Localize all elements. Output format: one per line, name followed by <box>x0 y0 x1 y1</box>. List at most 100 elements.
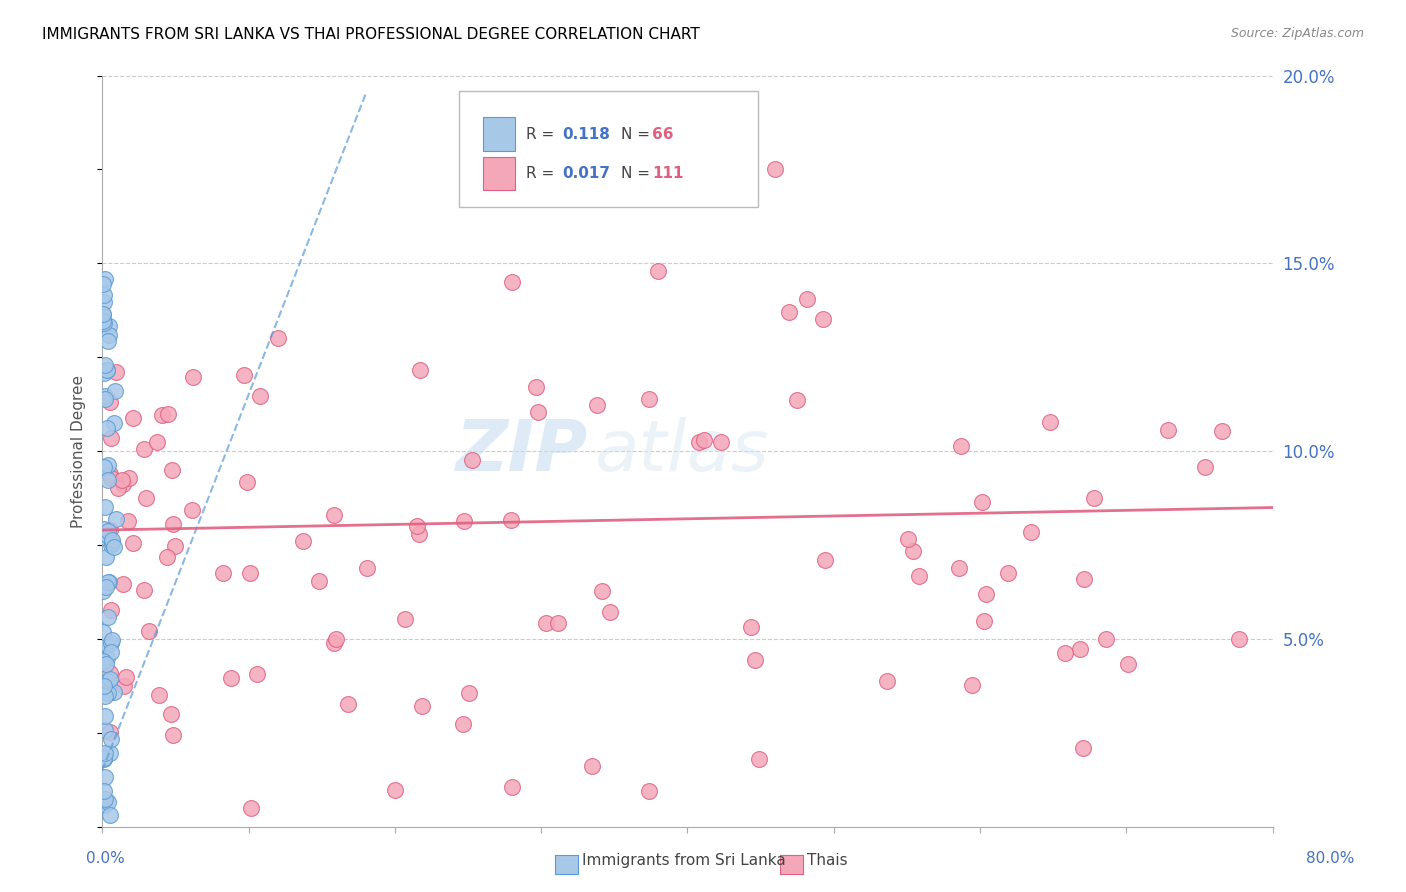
Point <box>411 699 433 714</box>
Text: IMMIGRANTS FROM SRI LANKA VS THAI PROFESSIONAL DEGREE CORRELATION CHART: IMMIGRANTS FROM SRI LANKA VS THAI PROFES… <box>42 27 700 42</box>
Point <box>181 503 204 517</box>
Point <box>112 577 135 591</box>
Point <box>97 795 120 809</box>
Point <box>499 513 522 527</box>
Point <box>96 651 118 665</box>
Point <box>1157 423 1180 437</box>
Point <box>1021 524 1043 539</box>
Point <box>104 384 127 398</box>
Point <box>458 686 481 700</box>
Point <box>93 751 115 765</box>
Point <box>384 783 406 797</box>
Point <box>105 512 128 526</box>
Point <box>101 536 124 550</box>
Point <box>98 467 121 481</box>
Point <box>356 561 378 575</box>
Point <box>637 392 659 407</box>
Point <box>94 708 117 723</box>
Point <box>394 612 416 626</box>
Text: 111: 111 <box>652 167 683 181</box>
Point <box>111 473 134 487</box>
Point <box>121 536 143 550</box>
Point <box>744 653 766 667</box>
Point <box>103 540 125 554</box>
Text: R =: R = <box>526 167 560 181</box>
Point <box>249 389 271 403</box>
Point <box>637 784 659 798</box>
Text: ZIP: ZIP <box>456 417 588 485</box>
Point <box>534 616 557 631</box>
Point <box>1116 657 1139 672</box>
Point <box>748 752 770 766</box>
Bar <box>482 117 516 151</box>
Point <box>970 495 993 509</box>
Point <box>91 277 114 292</box>
Point <box>451 716 474 731</box>
Point <box>740 620 762 634</box>
Point <box>1073 572 1095 586</box>
Point <box>813 311 835 326</box>
Point <box>138 624 160 639</box>
Point <box>98 395 121 409</box>
Point <box>94 500 117 515</box>
Point <box>323 636 346 650</box>
Point <box>763 162 786 177</box>
Point <box>409 363 432 377</box>
Point <box>94 792 117 806</box>
Point <box>156 407 179 421</box>
Point <box>100 808 122 822</box>
Point <box>1194 459 1216 474</box>
Point <box>97 458 120 473</box>
Point <box>135 491 157 505</box>
Point <box>97 685 120 699</box>
Point <box>93 316 115 330</box>
Point <box>211 566 233 581</box>
Point <box>98 523 121 537</box>
Text: N =: N = <box>620 127 655 142</box>
Point <box>107 481 129 495</box>
Text: N =: N = <box>620 167 655 181</box>
Point <box>1073 741 1095 756</box>
Point <box>591 584 613 599</box>
Point <box>974 586 997 600</box>
Point <box>94 723 117 737</box>
FancyBboxPatch shape <box>460 91 758 207</box>
Point <box>98 725 121 739</box>
Point <box>238 566 260 580</box>
Y-axis label: Professional Degree: Professional Degree <box>72 375 86 528</box>
Point <box>693 434 716 448</box>
Point <box>93 783 115 797</box>
Point <box>93 460 115 475</box>
Point <box>165 539 187 553</box>
Point <box>93 358 115 372</box>
Point <box>94 392 117 407</box>
Point <box>91 654 114 668</box>
Point <box>292 533 315 548</box>
Point <box>98 673 121 687</box>
Point <box>118 470 141 484</box>
Point <box>246 666 269 681</box>
Point <box>94 580 117 594</box>
Point <box>100 645 122 659</box>
Point <box>100 635 122 649</box>
Point <box>814 553 837 567</box>
Point <box>93 295 115 310</box>
Point <box>101 632 124 647</box>
Point <box>524 380 547 394</box>
Point <box>132 442 155 456</box>
Point <box>181 370 204 384</box>
Point <box>146 434 169 449</box>
Point <box>117 515 139 529</box>
Text: 0.118: 0.118 <box>562 127 610 142</box>
Point <box>581 759 603 773</box>
Point <box>96 528 118 542</box>
Point <box>93 307 115 321</box>
Point <box>91 624 114 639</box>
Point <box>453 514 475 528</box>
Point <box>336 697 359 711</box>
Point <box>159 707 181 722</box>
Point <box>100 431 122 445</box>
Point <box>461 452 484 467</box>
Point <box>91 308 114 322</box>
Point <box>267 331 290 345</box>
